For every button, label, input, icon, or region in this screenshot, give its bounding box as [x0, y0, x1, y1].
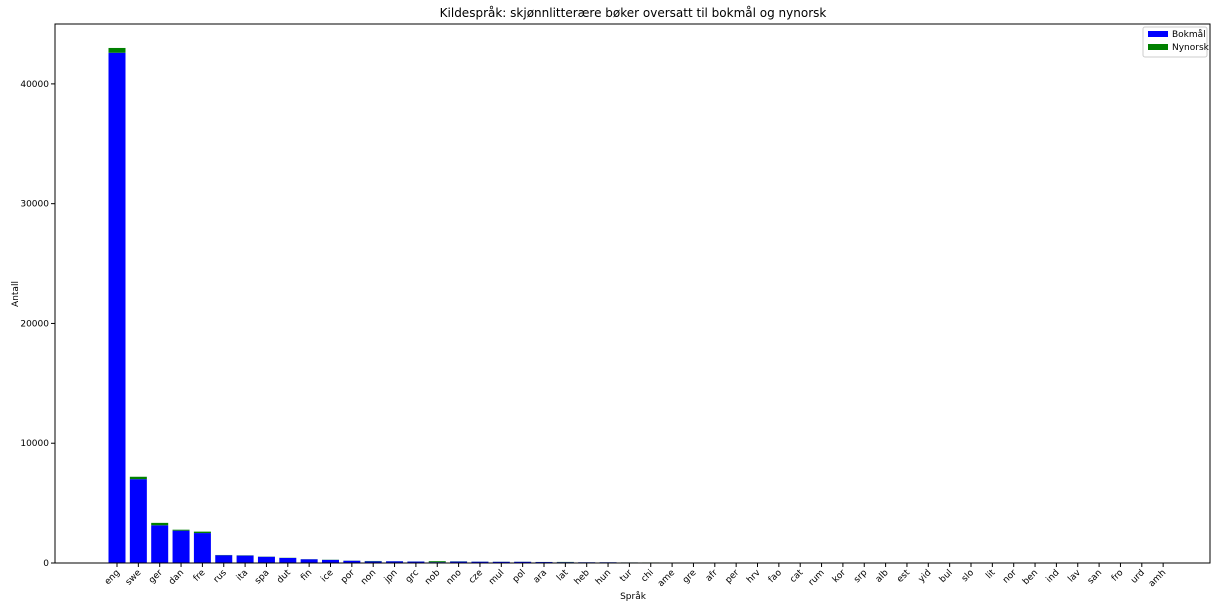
x-tick-label-ben: ben — [1021, 568, 1040, 587]
x-tick-label-urd: urd — [1129, 568, 1147, 586]
x-tick-label-non: non — [359, 568, 378, 587]
x-tick-label-chi: chi — [639, 568, 655, 584]
y-tick-label: 10000 — [20, 439, 49, 449]
bar-fre-nynorsk — [193, 531, 211, 534]
bar-non-bokmal — [364, 561, 382, 563]
bar-ice-bokmal — [322, 559, 339, 563]
y-tick-label: 20000 — [20, 319, 49, 329]
y-tick-label: 40000 — [20, 80, 49, 90]
x-tick-label-jpn: jpn — [382, 568, 400, 586]
x-tick-label-afr: afr — [704, 568, 720, 584]
legend-label-bokmal: Bokmål — [1172, 29, 1206, 40]
y-axis-label: Antall — [11, 281, 21, 307]
x-tick-label-dut: dut — [275, 568, 293, 586]
bar-rus-bokmal — [215, 555, 233, 563]
x-axis-label: Språk — [620, 591, 647, 601]
x-tick-label-gre: gre — [681, 568, 699, 586]
x-tick-label-yid: yid — [917, 568, 934, 585]
bar-dut-bokmal — [279, 557, 297, 563]
x-tick-label-bul: bul — [938, 568, 955, 585]
x-tick-label-rus: rus — [212, 568, 229, 585]
x-tick-label-per: per — [724, 568, 742, 586]
bar-fre-bokmal — [193, 533, 211, 563]
x-tick-label-lat: lat — [555, 568, 571, 584]
x-tick-label-swe: swe — [124, 568, 144, 588]
bar-swe-bokmal — [129, 479, 147, 563]
x-tick-label-mul: mul — [487, 568, 506, 587]
chart-title: Kildespråk: skjønnlitterære bøker oversa… — [440, 6, 827, 20]
bar-eng-bokmal — [108, 52, 126, 563]
bar-cze-bokmal — [471, 561, 489, 563]
bar-mul-bokmal — [492, 561, 510, 563]
x-tick-label-nor: nor — [1001, 568, 1019, 586]
bars-layer — [108, 47, 1172, 563]
x-tick-label-heb: heb — [573, 568, 592, 587]
x-tick-label-cze: cze — [467, 568, 485, 586]
x-tick-label-fre: fre — [192, 568, 208, 584]
x-tick-label-eng: eng — [103, 568, 122, 587]
x-tick-label-hrv: hrv — [745, 568, 763, 586]
x-tick-label-spa: spa — [253, 568, 271, 586]
bar-swe-nynorsk — [129, 476, 147, 480]
x-ticks: eng swe ger dan fre rus ita spa dut fin ice por non j… — [103, 563, 1168, 589]
bar-dan-bokmal — [172, 530, 190, 563]
x-tick-label-ita: ita — [235, 568, 250, 583]
x-tick-label-hun: hun — [594, 568, 613, 587]
bar-jpn-bokmal — [386, 561, 404, 563]
x-tick-label-amh: amh — [1147, 568, 1168, 589]
x-tick-label-nno: nno — [445, 568, 464, 587]
bar-grc-bokmal — [407, 561, 425, 563]
bar-eng-nynorsk — [108, 47, 126, 53]
bar-ger-nynorsk — [151, 522, 169, 526]
x-tick-label-dan: dan — [167, 568, 186, 587]
x-tick-label-tur: tur — [618, 568, 634, 584]
x-tick-label-kor: kor — [831, 568, 848, 585]
x-tick-label-lav: lav — [1066, 568, 1083, 585]
x-tick-label-alb: alb — [874, 568, 891, 585]
x-tick-label-cat: cat — [788, 568, 805, 585]
bar-nob-nynorsk — [428, 561, 446, 563]
bar-ita-bokmal — [236, 555, 254, 563]
x-tick-label-ind: ind — [1045, 568, 1062, 585]
x-tick-label-slo: slo — [960, 568, 976, 584]
x-tick-label-lit: lit — [984, 568, 997, 581]
x-tick-label-ara: ara — [532, 568, 549, 585]
x-tick-label-por: por — [339, 568, 357, 586]
legend-label-nynorsk: Nynorsk — [1172, 43, 1210, 53]
x-tick-label-fao: fao — [767, 568, 784, 585]
bar-fin-bokmal — [300, 559, 318, 563]
x-tick-label-san: san — [1086, 568, 1104, 586]
bar-ger-bokmal — [151, 525, 169, 563]
bar-por-bokmal — [343, 560, 361, 563]
x-tick-label-srp: srp — [852, 568, 869, 585]
x-tick-label-fro: fro — [1110, 568, 1126, 584]
bar-spa-bokmal — [257, 556, 275, 563]
x-tick-label-rum: rum — [807, 568, 827, 588]
bar-dan-nynorsk — [172, 529, 190, 531]
x-tick-label-ice: ice — [319, 568, 336, 585]
x-tick-label-fin: fin — [299, 568, 314, 583]
x-tick-label-grc: grc — [404, 568, 421, 585]
legend: Bokmål Nynorsk — [1142, 26, 1210, 58]
x-tick-label-ame: ame — [656, 568, 677, 589]
y-tick-label: 0 — [43, 559, 49, 569]
axes-layer — [54, 23, 1211, 564]
legend-swatch-nynorsk — [1148, 44, 1168, 50]
plot-frame — [54, 23, 1211, 564]
y-tick-label: 30000 — [20, 200, 49, 210]
y-ticks: 0 10000 20000 30000 40000 — [20, 80, 55, 569]
x-tick-label-est: est — [895, 568, 912, 585]
legend-swatch-bokmal — [1148, 31, 1168, 37]
bar-pol-bokmal — [514, 561, 532, 563]
x-tick-label-pol: pol — [511, 568, 528, 585]
bar-nno-bokmal — [450, 561, 468, 563]
x-tick-label-nob: nob — [423, 568, 442, 587]
x-tick-label-ger: ger — [147, 568, 165, 586]
